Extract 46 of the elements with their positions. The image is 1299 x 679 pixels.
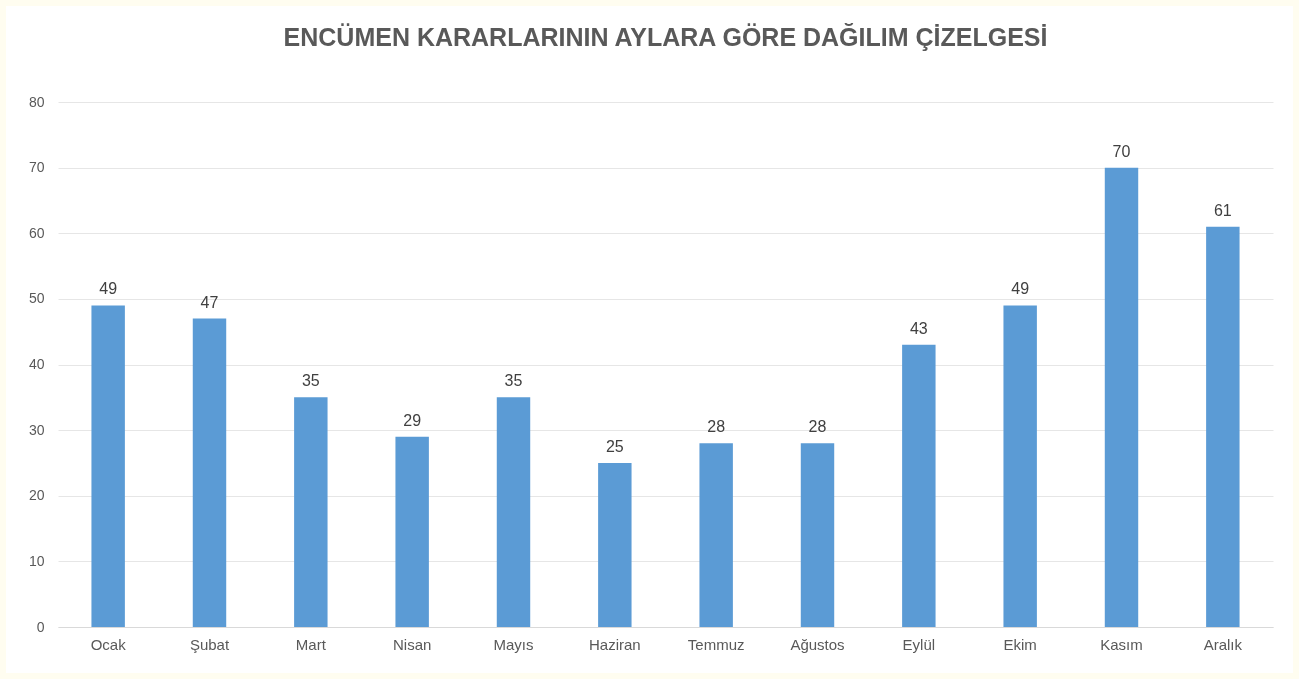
y-tick-label: 10 bbox=[28, 552, 45, 569]
bar bbox=[1104, 167, 1139, 627]
data-label: 35 bbox=[301, 372, 320, 390]
data-label: 28 bbox=[707, 418, 726, 436]
chart-title: ENCÜMEN KARARLARININ AYLARA GÖRE DAĞILIM ÇİZELGESİ bbox=[283, 23, 1048, 51]
x-tick-label: Nisan bbox=[392, 635, 432, 653]
data-label: 28 bbox=[808, 418, 827, 436]
bar bbox=[902, 344, 936, 627]
bar bbox=[91, 305, 125, 627]
data-label: 35 bbox=[504, 372, 523, 390]
x-tick-label: Temmuz bbox=[687, 635, 745, 653]
y-tick-label: 30 bbox=[28, 421, 45, 438]
bar bbox=[294, 397, 328, 627]
bar bbox=[395, 436, 429, 627]
y-tick-label: 0 bbox=[36, 618, 45, 635]
bar bbox=[800, 443, 835, 627]
y-tick-label: 20 bbox=[28, 487, 45, 504]
x-tick-label: Eylül bbox=[902, 635, 936, 653]
x-tick-label: Ocak bbox=[90, 635, 127, 653]
x-tick-label: Ekim bbox=[1003, 635, 1037, 653]
data-label: 49 bbox=[1011, 280, 1030, 298]
y-tick-label: 50 bbox=[28, 290, 45, 307]
bar bbox=[699, 443, 733, 627]
x-tick-label: Şubat bbox=[189, 635, 230, 653]
bar bbox=[1206, 226, 1240, 627]
y-tick-label: 40 bbox=[28, 356, 45, 372]
x-tick-label: Mayıs bbox=[493, 635, 534, 653]
bar bbox=[192, 318, 227, 627]
x-tick-label: Aralık bbox=[1203, 635, 1243, 653]
y-tick-label: 80 bbox=[28, 93, 45, 110]
bar bbox=[496, 397, 531, 627]
data-label: 70 bbox=[1112, 142, 1131, 160]
x-tick-label: Ağustos bbox=[790, 635, 845, 653]
data-label: 43 bbox=[909, 319, 928, 337]
x-tick-label: Kasım bbox=[1100, 635, 1143, 653]
data-label: 61 bbox=[1213, 201, 1232, 219]
data-label: 47 bbox=[200, 293, 219, 311]
data-label: 29 bbox=[403, 411, 422, 429]
bar bbox=[598, 462, 632, 627]
data-label: 25 bbox=[605, 437, 624, 455]
x-tick-label: Mart bbox=[295, 635, 327, 653]
data-label: 49 bbox=[99, 280, 118, 298]
y-tick-label: 60 bbox=[28, 224, 45, 241]
y-tick-label: 70 bbox=[28, 159, 45, 176]
x-tick-label: Haziran bbox=[588, 635, 641, 653]
bar bbox=[1003, 305, 1037, 627]
